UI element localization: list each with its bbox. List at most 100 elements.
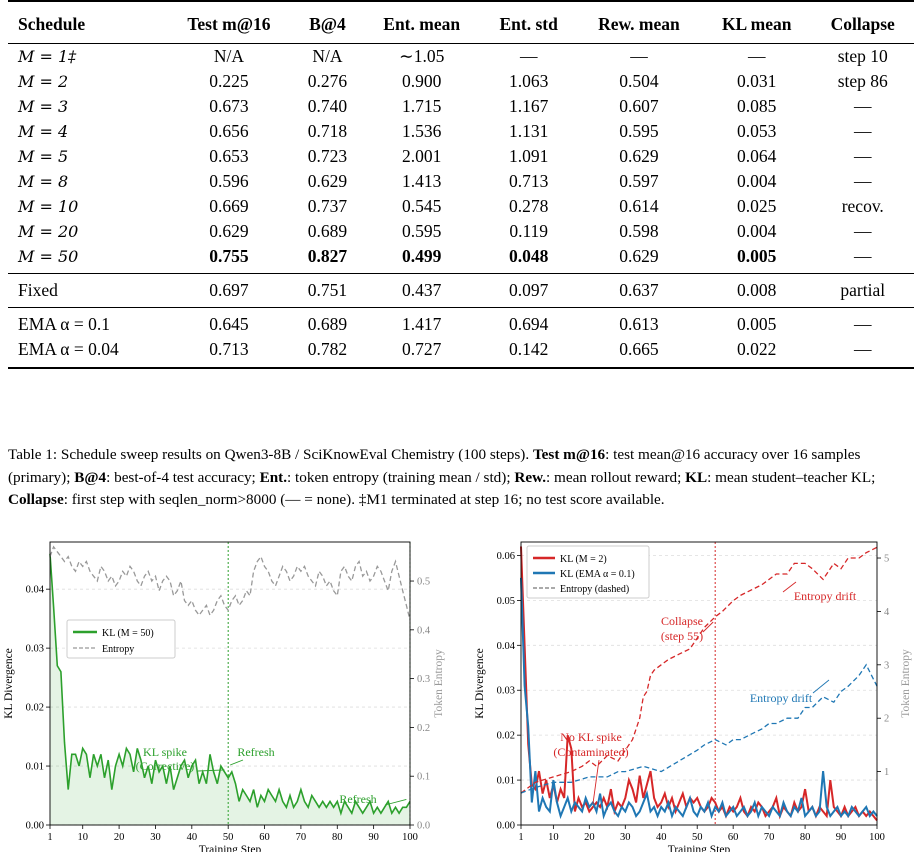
- table-header-row: Schedule Test m@16 B@4 Ent. mean Ent. std Rew…: [8, 1, 914, 44]
- table-cell-rew: 0.607: [619, 96, 659, 116]
- table-cell-ent-mean: 0.437: [361, 273, 482, 308]
- plot-frame: [520, 541, 878, 826]
- caption-text: : token entropy (training mean / std);: [287, 468, 515, 486]
- y-right-tick-label: 0.0: [417, 821, 430, 832]
- caption-term: KL: [685, 468, 708, 486]
- annotation-arrow: [197, 769, 225, 772]
- table-cell-rew: 0.613: [575, 307, 702, 337]
- annotation-text: (Contaminated): [553, 745, 628, 759]
- caption-text: : best-of-4 test accuracy;: [106, 468, 260, 486]
- table-cell-ent-mean: 1.536: [402, 121, 442, 141]
- series-line: [49, 553, 411, 816]
- y-tick-label: 0.04: [26, 585, 45, 596]
- column-header: Collapse: [830, 14, 895, 34]
- table-cell-ent-mean: 0.727: [361, 337, 482, 369]
- table-cell-rew: —: [630, 46, 648, 66]
- caption-term: Rew.: [514, 468, 546, 486]
- table-cell-collapse: —: [811, 307, 914, 337]
- table-cell-ent-std: 0.713: [509, 171, 549, 191]
- table-cell-ent-mean: 0.499: [402, 246, 442, 266]
- table-cell-schedule: Fixed: [8, 273, 165, 308]
- table-row: M = 1‡ N/A N/A ∼1.05 — — — step 10: [8, 44, 914, 70]
- column-header: Schedule: [18, 14, 86, 34]
- annotation-arrow: [592, 759, 600, 805]
- x-tick-label: 90: [368, 832, 379, 843]
- y-tick-label: 0.06: [497, 551, 515, 562]
- table-cell-b4: N/A: [312, 46, 343, 66]
- y-tick-label: 0.03: [26, 644, 44, 655]
- table-cell-ent-mean: 0.900: [402, 71, 442, 91]
- y-axis-label: KL Divergence: [3, 648, 15, 719]
- table-cell-rew: 0.637: [575, 273, 702, 308]
- table-cell-kl: 0.004: [737, 171, 777, 191]
- x-tick-label: 80: [332, 832, 343, 843]
- column-header: Ent. std: [499, 14, 558, 34]
- x-tick-label: 50: [692, 832, 703, 843]
- table-cell-ent-mean: ∼1.05: [399, 46, 445, 66]
- table-row: Fixed 0.697 0.751 0.437 0.097 0.637 0.008 parti…: [8, 273, 914, 308]
- table-cell-kl: 0.064: [737, 146, 777, 166]
- table-cell-kl: 0.085: [737, 96, 777, 116]
- table-cell-ent-std: 0.142: [481, 337, 576, 369]
- legend-box: [526, 545, 650, 599]
- annotation-text: Entropy drift: [750, 691, 813, 705]
- table-cell-test: 0.673: [209, 96, 249, 116]
- series-area: [50, 553, 410, 825]
- x-tick-label: 90: [836, 832, 847, 843]
- table-cell-rew: 0.665: [575, 337, 702, 369]
- table-cell-test: 0.697: [164, 273, 293, 308]
- series-line: [520, 577, 878, 820]
- table-cell-kl: 0.053: [737, 121, 777, 141]
- legend-label: KL (M = 2): [560, 554, 607, 565]
- y-right-axis-label: Token Entropy: [900, 649, 912, 718]
- table-cell-rew: 0.614: [619, 196, 659, 216]
- table-cell-ent-std: 0.278: [509, 196, 549, 216]
- x-tick-label: 30: [150, 832, 161, 843]
- series-line: [49, 545, 411, 621]
- y-right-tick-label: 4: [884, 607, 890, 618]
- x-tick-label: 50: [223, 832, 234, 843]
- table-cell-schedule: M = 2: [18, 72, 69, 91]
- table-cell-kl: 0.005: [701, 307, 812, 337]
- x-tick-label: 10: [548, 832, 559, 843]
- table-cell-b4: 0.740: [307, 96, 348, 116]
- table-cell-test: 0.225: [209, 71, 249, 91]
- caption-text: Table 1: Schedule sweep results on Qwen3…: [8, 446, 533, 463]
- table-cell-collapse: step 86: [837, 71, 888, 91]
- table-cell-test: 0.645: [164, 307, 293, 337]
- table-cell-collapse: —: [854, 146, 872, 166]
- x-tick-label: 70: [296, 832, 307, 843]
- table-cell-rew: 0.504: [619, 71, 659, 91]
- x-axis-label: Training Step: [199, 844, 262, 852]
- table-cell-kl: 0.022: [701, 337, 812, 369]
- x-tick-label: 100: [869, 832, 885, 843]
- table-cell-ent-std: 0.694: [481, 307, 576, 337]
- table-cell-ent-std: 1.063: [509, 71, 549, 91]
- table-cell-collapse: —: [854, 221, 872, 241]
- table-row: M = 10 0.669 0.737 0.545 0.278 0.614 0.025 reco…: [8, 194, 914, 219]
- plot-frame: [49, 541, 411, 826]
- x-tick-label: 1: [518, 832, 523, 843]
- table-cell-collapse: recov.: [841, 196, 884, 216]
- legend-label: Entropy: [102, 644, 134, 655]
- table-caption: Table 1: Schedule sweep results on Qwen3…: [8, 444, 914, 512]
- chart-right-svg: 0.00 0.01 0.02 0.03 0.04 0.05 0.06 1 2 3 4 5 1 10 20 30…: [474, 541, 912, 856]
- x-tick-label: 10: [77, 832, 88, 843]
- table-row: M = 50 0.755 0.827 0.499 0.048 0.629 0.005 —: [8, 244, 914, 274]
- table-cell-ent-std: 0.097: [481, 273, 576, 308]
- x-tick-label: 30: [620, 832, 631, 843]
- table-cell-kl: 0.005: [737, 246, 777, 266]
- table-cell-test: 0.656: [209, 121, 249, 141]
- table-cell-schedule: M = 1‡: [18, 47, 77, 66]
- annotation-text: Collapse: [661, 614, 703, 628]
- table-cell-collapse: —: [854, 96, 872, 116]
- series-line: [520, 546, 878, 794]
- table-cell-rew: 0.595: [619, 121, 659, 141]
- chart-left: 0.00 0.01 0.02 0.03 0.04 0.0 0.1 0.2 0.3 0.4 0.5 1 1…: [0, 530, 455, 856]
- x-tick-label: 70: [764, 832, 775, 843]
- x-tick-label: 20: [584, 832, 595, 843]
- table-cell-test: N/A: [213, 46, 244, 66]
- annotation-arrow: [812, 679, 830, 694]
- table-cell-test: 0.596: [209, 171, 249, 191]
- x-tick-label: 20: [114, 832, 125, 843]
